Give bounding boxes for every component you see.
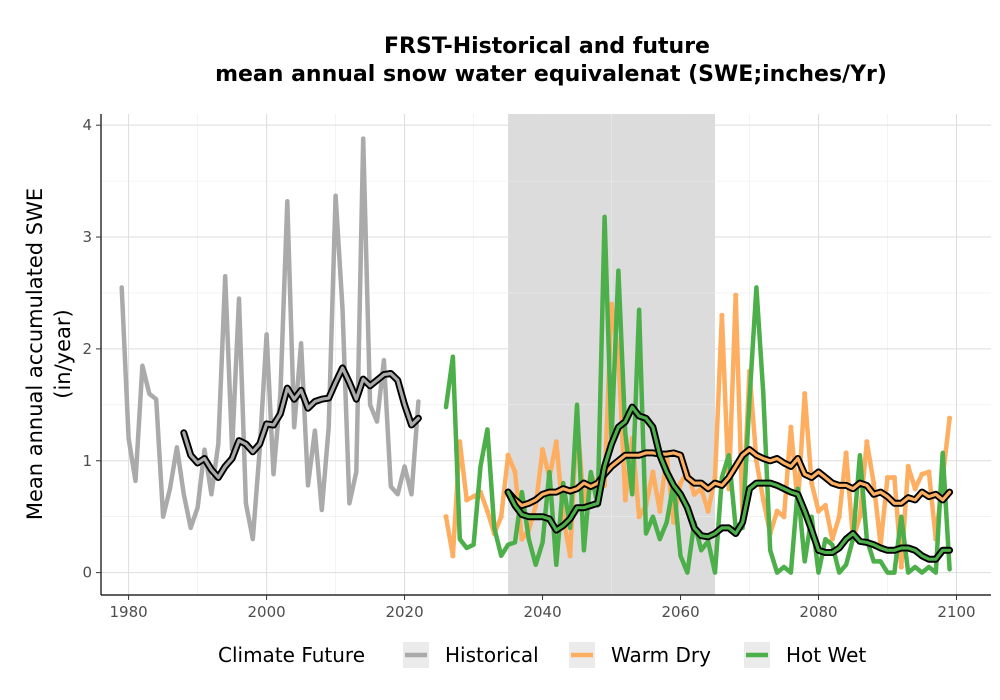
data-point-warm-dry — [650, 469, 656, 475]
data-point-warm-dry — [636, 514, 642, 520]
hot-wet-moving-average-line — [506, 405, 952, 561]
legend-title: Climate Future — [218, 643, 365, 667]
data-point-warm-dry — [657, 508, 663, 514]
plot-area: 1980 2000 2020 2040 2060 2080 2100 0 1 2 3 4 — [82, 114, 991, 621]
data-point-warm-dry — [567, 553, 573, 559]
data-point-warm-dry — [705, 508, 711, 514]
x-tick-label: 2100 — [937, 603, 975, 621]
data-point-warm-dry — [539, 446, 546, 453]
legend-entry-label: Historical — [445, 643, 539, 667]
data-point-warm-dry — [608, 301, 615, 307]
data-point-warm-dry — [871, 480, 877, 486]
x-tick-label: 2060 — [661, 603, 699, 621]
legend: Climate Future Historical Warm Dry Hot Wet — [218, 642, 866, 668]
data-point-warm-dry — [898, 564, 904, 570]
data-point-warm-dry — [712, 474, 718, 481]
data-point-warm-dry — [836, 514, 842, 520]
data-point-warm-dry — [926, 469, 932, 475]
data-point-warm-dry — [464, 497, 470, 503]
data-point-warm-dry — [802, 391, 808, 397]
data-point-warm-dry — [691, 491, 697, 497]
data-point-warm-dry — [815, 508, 822, 514]
y-tick-label: 3 — [82, 228, 92, 246]
series-line-historical — [119, 136, 421, 542]
chart-title: FRST-Historical and future — [384, 34, 710, 59]
data-point-warm-dry — [733, 292, 739, 298]
data-point-warm-dry — [781, 514, 787, 520]
data-point-warm-dry — [947, 415, 953, 421]
y-tick-label: 1 — [82, 452, 92, 470]
data-point-warm-dry — [671, 519, 677, 525]
data-point-warm-dry — [719, 312, 725, 318]
x-tick-label: 2000 — [247, 603, 285, 621]
data-point-warm-dry — [457, 439, 463, 445]
data-point-warm-dry — [912, 486, 918, 492]
data-point-warm-dry — [498, 514, 504, 520]
y-tick-label: 2 — [82, 340, 92, 358]
y-axis-units: (in/year) — [51, 309, 75, 398]
data-point-warm-dry — [470, 493, 477, 500]
y-axis-label: Mean annual accumulated SWE — [23, 188, 47, 520]
legend-entry-label: Hot Wet — [786, 643, 866, 667]
data-point-warm-dry — [484, 508, 490, 514]
data-point-warm-dry — [891, 474, 898, 481]
data-point-warm-dry — [677, 480, 684, 486]
y-tick-label: 4 — [82, 116, 92, 134]
legend-entry-label: Warm Dry — [611, 643, 711, 667]
data-point-warm-dry — [822, 502, 829, 509]
data-point-warm-dry — [864, 439, 870, 445]
x-tick-label: 2080 — [799, 603, 837, 621]
data-point-warm-dry — [809, 480, 815, 486]
warm-dry-moving-average-line — [506, 448, 952, 508]
data-point-warm-dry — [553, 439, 559, 445]
data-point-warm-dry — [857, 514, 863, 520]
data-point-warm-dry — [622, 497, 628, 503]
y-tick-label: 0 — [82, 564, 92, 582]
data-point-warm-dry — [788, 424, 794, 430]
data-point-warm-dry — [512, 469, 518, 475]
data-point-warm-dry — [884, 474, 891, 481]
data-point-warm-dry — [829, 536, 835, 542]
data-point-warm-dry — [760, 497, 766, 503]
data-point-warm-dry — [450, 553, 456, 559]
historical-moving-average-line — [182, 366, 420, 480]
x-tick-label: 2020 — [385, 603, 423, 621]
data-point-warm-dry — [519, 536, 525, 542]
data-point-warm-dry — [505, 452, 511, 458]
x-tick-label: 2040 — [523, 603, 561, 621]
data-point-warm-dry — [905, 463, 911, 469]
data-point-warm-dry — [919, 471, 925, 477]
chart-subtitle: mean annual snow water equivalenat (SWE;… — [215, 62, 887, 87]
series-line-warm-dry — [443, 292, 952, 570]
x-tick-label: 1980 — [110, 603, 148, 621]
data-point-warm-dry — [774, 508, 780, 514]
data-point-warm-dry — [443, 514, 449, 520]
data-point-warm-dry — [843, 450, 849, 456]
